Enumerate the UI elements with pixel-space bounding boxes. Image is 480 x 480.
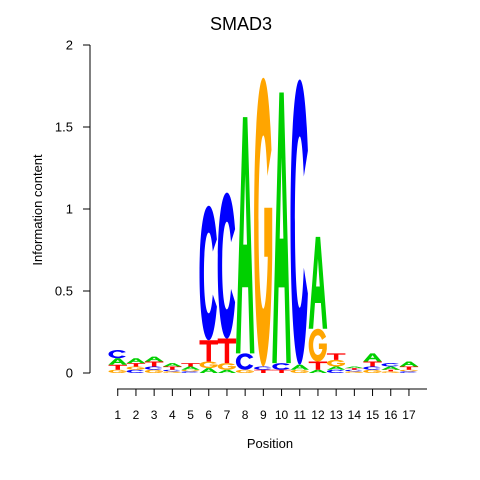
x-tick-label: 7: [224, 408, 231, 422]
logo-letter-a: [126, 358, 146, 364]
x-tick-label: 17: [402, 408, 416, 422]
logo-letter-g: [108, 369, 127, 373]
logo-letter-g: [217, 363, 236, 370]
logo-letter-a: [326, 366, 346, 370]
logo-letter-t: [272, 369, 291, 373]
logo-letter-a: [108, 358, 127, 365]
x-tick-label: 6: [205, 408, 212, 422]
logo-letter-g: [144, 369, 164, 373]
logo-letter-g: [308, 328, 327, 362]
x-axis-label: Position: [247, 436, 293, 451]
y-axis: 0 0.5 1 1.5 2: [55, 38, 91, 381]
logo-letter-g: [326, 359, 346, 367]
logo-letter-c: [399, 371, 418, 373]
logo-letter-c: [290, 79, 308, 365]
logo-letter-g: [290, 369, 309, 373]
logo-letter-a: [217, 369, 237, 373]
x-axis: 1 2 3 4 5 6 7 8 9 10 11 12 13 14 15 16 17: [114, 388, 427, 422]
logo-letter-a: [399, 361, 419, 367]
x-tick-label: 15: [366, 408, 380, 422]
y-axis-label: Information content: [30, 154, 45, 266]
y-tick-label: 2: [66, 38, 73, 53]
logo-letter-c: [199, 205, 217, 341]
logo-letter-a: [144, 356, 164, 362]
x-tick-label: 16: [384, 408, 398, 422]
x-tick-label: 9: [260, 408, 267, 422]
x-tick-label: 1: [114, 408, 121, 422]
x-tick-label: 10: [275, 408, 289, 422]
y-tick-label: 0.5: [55, 284, 73, 299]
x-tick-label: 5: [187, 408, 194, 422]
logo-letter-c: [217, 192, 236, 339]
logo-letter-c: [254, 366, 272, 370]
y-tick-label: 1.5: [55, 120, 73, 135]
logo-letter-g: [126, 366, 145, 370]
logo-letter-c: [272, 363, 290, 370]
logo-letter-c: [326, 369, 345, 373]
logo-letter-c: [345, 369, 363, 372]
logo-letters: [108, 77, 419, 373]
y-ticks: 0 0.5 1 1.5 2: [55, 38, 90, 381]
logo-letter-c: [144, 366, 163, 370]
logo-letter-t: [126, 363, 146, 367]
logo-letter-g: [181, 369, 200, 372]
x-tick-label: 4: [169, 408, 176, 422]
logo-letter-t: [217, 338, 237, 364]
logo-letter-t: [181, 363, 200, 367]
logo-letter-c: [126, 369, 145, 373]
logo-letter-g: [199, 361, 218, 369]
logo-letter-a: [181, 366, 200, 370]
logo-letter-g: [254, 77, 273, 367]
logo-letter-g: [399, 369, 418, 372]
x-tick-label: 11: [294, 408, 307, 422]
logo-letter-t: [326, 353, 346, 360]
logo-letter-a: [290, 364, 309, 370]
logo-letter-g: [163, 371, 182, 373]
logo-letter-t: [163, 366, 182, 370]
y-tick-label: 0: [66, 366, 73, 381]
logo-letter-a: [345, 366, 364, 369]
x-tick-label: 3: [151, 408, 158, 422]
x-tick-label: 8: [242, 408, 249, 422]
logo-letter-t: [144, 361, 164, 367]
logo-letter-t: [199, 340, 218, 362]
logo-letter-t: [308, 361, 328, 370]
x-tick-label: 2: [133, 408, 140, 422]
chart-title: SMAD3: [210, 14, 272, 34]
logo-letter-g: [363, 369, 382, 373]
x-tick-label: 14: [348, 408, 362, 422]
logo-letter-t: [345, 368, 364, 370]
logo-letter-a: [163, 363, 182, 367]
x-tick-label: 13: [329, 408, 343, 422]
logo-letter-a: [235, 117, 255, 354]
logo-letter-t: [363, 361, 382, 367]
x-ticks: 1 2 3 4 5 6 7 8 9 10 11 12 13 14 15 16 17: [114, 389, 416, 422]
logo-letter-c: [181, 371, 199, 373]
logo-letter-c: [381, 363, 399, 367]
logo-letter-t: [399, 366, 419, 370]
logo-letter-g: [345, 371, 364, 373]
logo-letter-t: [108, 364, 127, 370]
logo-letter-c: [108, 350, 126, 359]
logo-letter-a: [381, 366, 400, 370]
logo-letter-a: [308, 369, 328, 373]
logo-letter-g: [235, 369, 255, 373]
logo-letter-a: [363, 353, 382, 362]
y-tick-label: 1: [66, 202, 73, 217]
logo-letter-t: [254, 369, 273, 373]
logo-letter-a: [272, 92, 291, 364]
logo-letter-c: [235, 353, 254, 370]
logo-letter-c: [163, 369, 181, 372]
logo-letter-c: [363, 366, 381, 370]
x-tick-label: 12: [311, 408, 325, 422]
logo-letter-a: [308, 236, 328, 329]
logo-letter-g: [381, 371, 400, 373]
logo-letter-a: [199, 368, 218, 373]
logo-letter-t: [381, 369, 400, 372]
